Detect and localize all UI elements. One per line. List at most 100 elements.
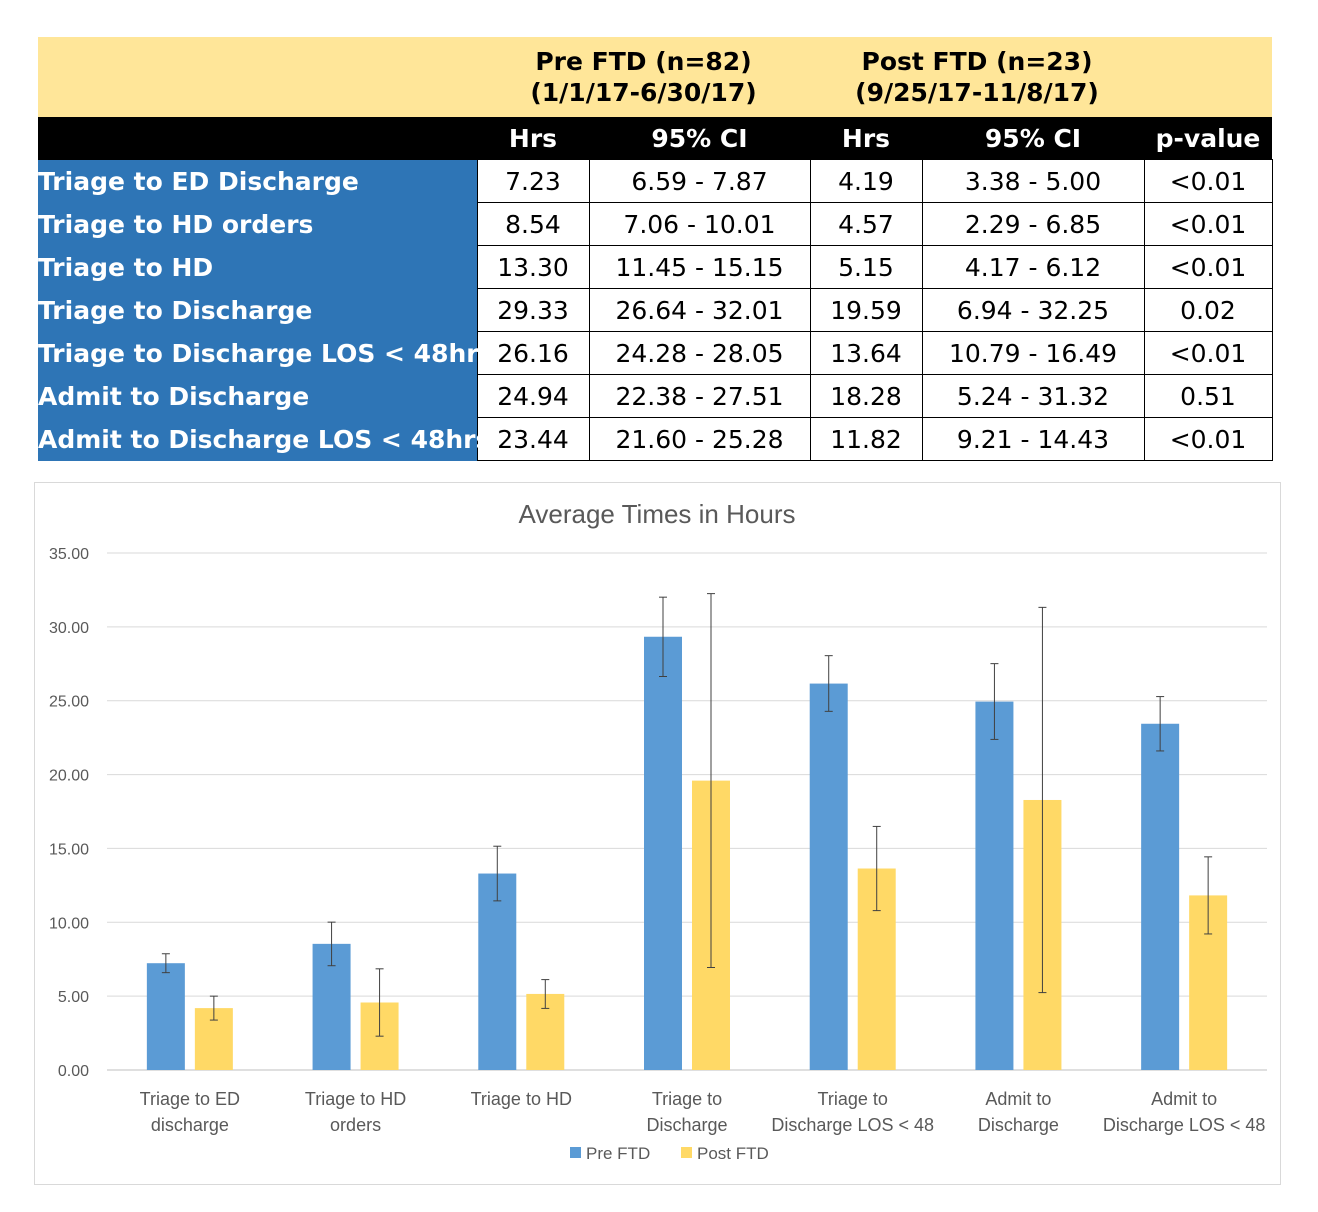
- pre-ftd-bar: [809, 683, 848, 1070]
- pre-ci-cell: 6.59 - 7.87: [588, 159, 811, 203]
- p-value-cell: <0.01: [1143, 245, 1273, 289]
- x-category-label: Admit to: [985, 1089, 1051, 1109]
- y-tick-label: 30.00: [49, 620, 89, 637]
- post-hrs-cell: 13.64: [809, 331, 923, 375]
- legend-swatch: [681, 1147, 692, 1158]
- pre-ci-cell: 11.45 - 15.15: [588, 245, 811, 289]
- y-tick-label: 25.00: [49, 694, 89, 711]
- chart-title: Average Times in Hours: [519, 499, 796, 529]
- pre-ci-cell: 21.60 - 25.28: [588, 417, 811, 461]
- pre-hrs-cell: 23.44: [476, 417, 590, 461]
- table-row: Triage to HD orders 8.54 7.06 - 10.01 4.…: [38, 202, 1273, 246]
- pre-hrs-header: Hrs: [477, 117, 589, 160]
- pre-hrs-cell: 24.94: [476, 374, 590, 418]
- x-category-label: Discharge: [646, 1115, 727, 1135]
- row-label: Triage to HD orders: [38, 202, 477, 246]
- x-category-label: Triage to: [652, 1089, 722, 1109]
- header-blank-cell-right: [1144, 37, 1273, 117]
- x-category-label: Triage to HD: [305, 1089, 406, 1109]
- table-row: Triage to HD 13.30 11.45 - 15.15 5.15 4.…: [38, 245, 1273, 289]
- post-ftd-group-header: Post FTD (n=23) (9/25/17-11/8/17): [810, 37, 1145, 117]
- pre-hrs-cell: 26.16: [476, 331, 590, 375]
- post-ci-cell: 10.79 - 16.49: [921, 331, 1145, 375]
- pre-ftd-bar: [1141, 723, 1180, 1070]
- pre-ci-header: 95% CI: [589, 117, 810, 160]
- legend-post-ftd: Post FTD: [697, 1144, 769, 1163]
- post-ci-cell: 6.94 - 32.25: [921, 288, 1145, 332]
- post-ftd-group-title: Post FTD (n=23): [861, 46, 1093, 76]
- bar-chart: Average Times in Hours 0.00 5.00 10.00 15.00…: [49, 499, 1267, 1163]
- post-ci-cell: 3.38 - 5.00: [921, 159, 1145, 203]
- p-value-cell: 0.02: [1143, 288, 1273, 332]
- p-value-cell: <0.01: [1143, 202, 1273, 246]
- pre-ftd-group-header: Pre FTD (n=82) (1/1/17-6/30/17): [477, 37, 810, 117]
- y-tick-label: 0.00: [58, 1063, 89, 1080]
- pre-ci-cell: 24.28 - 28.05: [588, 331, 811, 375]
- results-table: Pre FTD (n=82) (1/1/17-6/30/17) Post FTD…: [38, 37, 1273, 461]
- x-category-label: Triage to: [818, 1089, 888, 1109]
- pre-ftd-bar: [146, 963, 185, 1070]
- group-header-row: Pre FTD (n=82) (1/1/17-6/30/17) Post FTD…: [38, 37, 1273, 117]
- pre-ci-cell: 22.38 - 27.51: [588, 374, 811, 418]
- x-category-label: discharge: [151, 1115, 229, 1135]
- table-row: Triage to ED Discharge 7.23 6.59 - 7.87 …: [38, 159, 1273, 203]
- x-category-label: Triage to HD: [471, 1089, 572, 1109]
- p-value-cell: <0.01: [1143, 159, 1273, 203]
- row-label: Admit to Discharge: [38, 374, 477, 418]
- post-ci-cell: 5.24 - 31.32: [921, 374, 1145, 418]
- post-hrs-cell: 4.57: [809, 202, 923, 246]
- row-label: Triage to Discharge LOS < 48hrs: [38, 331, 493, 375]
- post-hrs-cell: 4.19: [809, 159, 923, 203]
- x-category-label: Discharge LOS < 48: [771, 1115, 934, 1135]
- legend-swatch: [570, 1147, 581, 1158]
- post-hrs-cell: 5.15: [809, 245, 923, 289]
- pre-ci-cell: 26.64 - 32.01: [588, 288, 811, 332]
- pre-ci-cell: 7.06 - 10.01: [588, 202, 811, 246]
- subheader-row: Hrs 95% CI Hrs 95% CI p-value: [38, 117, 1273, 160]
- post-ftd-group-dates: (9/25/17-11/8/17): [855, 78, 1099, 107]
- pre-ftd-bar: [478, 873, 517, 1070]
- header-blank-cell: [38, 37, 477, 117]
- table-row: Triage to Discharge 29.33 26.64 - 32.01 …: [38, 288, 1273, 332]
- y-tick-label: 5.00: [58, 989, 89, 1006]
- pre-ftd-group-dates: (1/1/17-6/30/17): [530, 78, 757, 107]
- x-category-label: Discharge LOS < 48: [1103, 1115, 1266, 1135]
- legend-pre-ftd: Pre FTD: [586, 1144, 650, 1163]
- x-category-label: Admit to: [1151, 1089, 1217, 1109]
- pre-ftd-bar: [975, 701, 1014, 1070]
- pre-hrs-cell: 8.54: [476, 202, 590, 246]
- p-value-cell: 0.51: [1143, 374, 1273, 418]
- subheader-blank-cell: [38, 117, 477, 160]
- post-hrs-cell: 19.59: [809, 288, 923, 332]
- pre-hrs-cell: 7.23: [476, 159, 590, 203]
- x-category-label: orders: [330, 1115, 381, 1135]
- row-label: Triage to Discharge: [38, 288, 477, 332]
- chart-area: Average Times in Hours 0.00 5.00 10.00 15.00…: [34, 482, 1281, 1185]
- y-tick-label: 20.00: [49, 768, 89, 785]
- post-hrs-cell: 18.28: [809, 374, 923, 418]
- row-label: Triage to ED Discharge: [38, 159, 477, 203]
- x-category-label: Triage to ED: [140, 1089, 240, 1109]
- p-value-cell: <0.01: [1143, 417, 1273, 461]
- post-ci-cell: 4.17 - 6.12: [921, 245, 1145, 289]
- post-hrs-cell: 11.82: [809, 417, 923, 461]
- post-ci-header: 95% CI: [922, 117, 1145, 160]
- post-hrs-header: Hrs: [810, 117, 922, 160]
- row-label: Admit to Discharge LOS < 48hrs: [38, 417, 490, 461]
- pre-ftd-group-title: Pre FTD (n=82): [535, 46, 752, 76]
- pre-ftd-bar: [644, 636, 682, 1070]
- pre-hrs-cell: 13.30: [476, 245, 590, 289]
- y-tick-label: 10.00: [49, 915, 89, 932]
- y-tick-label: 15.00: [49, 841, 89, 858]
- table-row: Admit to Discharge 24.94 22.38 - 27.51 1…: [38, 374, 1273, 418]
- x-category-label: Discharge: [978, 1115, 1059, 1135]
- p-value-cell: <0.01: [1143, 331, 1273, 375]
- post-ci-cell: 9.21 - 14.43: [921, 417, 1145, 461]
- pre-hrs-cell: 29.33: [476, 288, 590, 332]
- table-row: Triage to Discharge LOS < 48hrs 26.16 24…: [38, 331, 1273, 375]
- row-label: Triage to HD: [38, 245, 477, 289]
- p-value-header: p-value: [1144, 117, 1273, 160]
- table-row: Admit to Discharge LOS < 48hrs 23.44 21.…: [38, 417, 1273, 461]
- y-tick-label: 35.00: [49, 546, 89, 563]
- post-ci-cell: 2.29 - 6.85: [921, 202, 1145, 246]
